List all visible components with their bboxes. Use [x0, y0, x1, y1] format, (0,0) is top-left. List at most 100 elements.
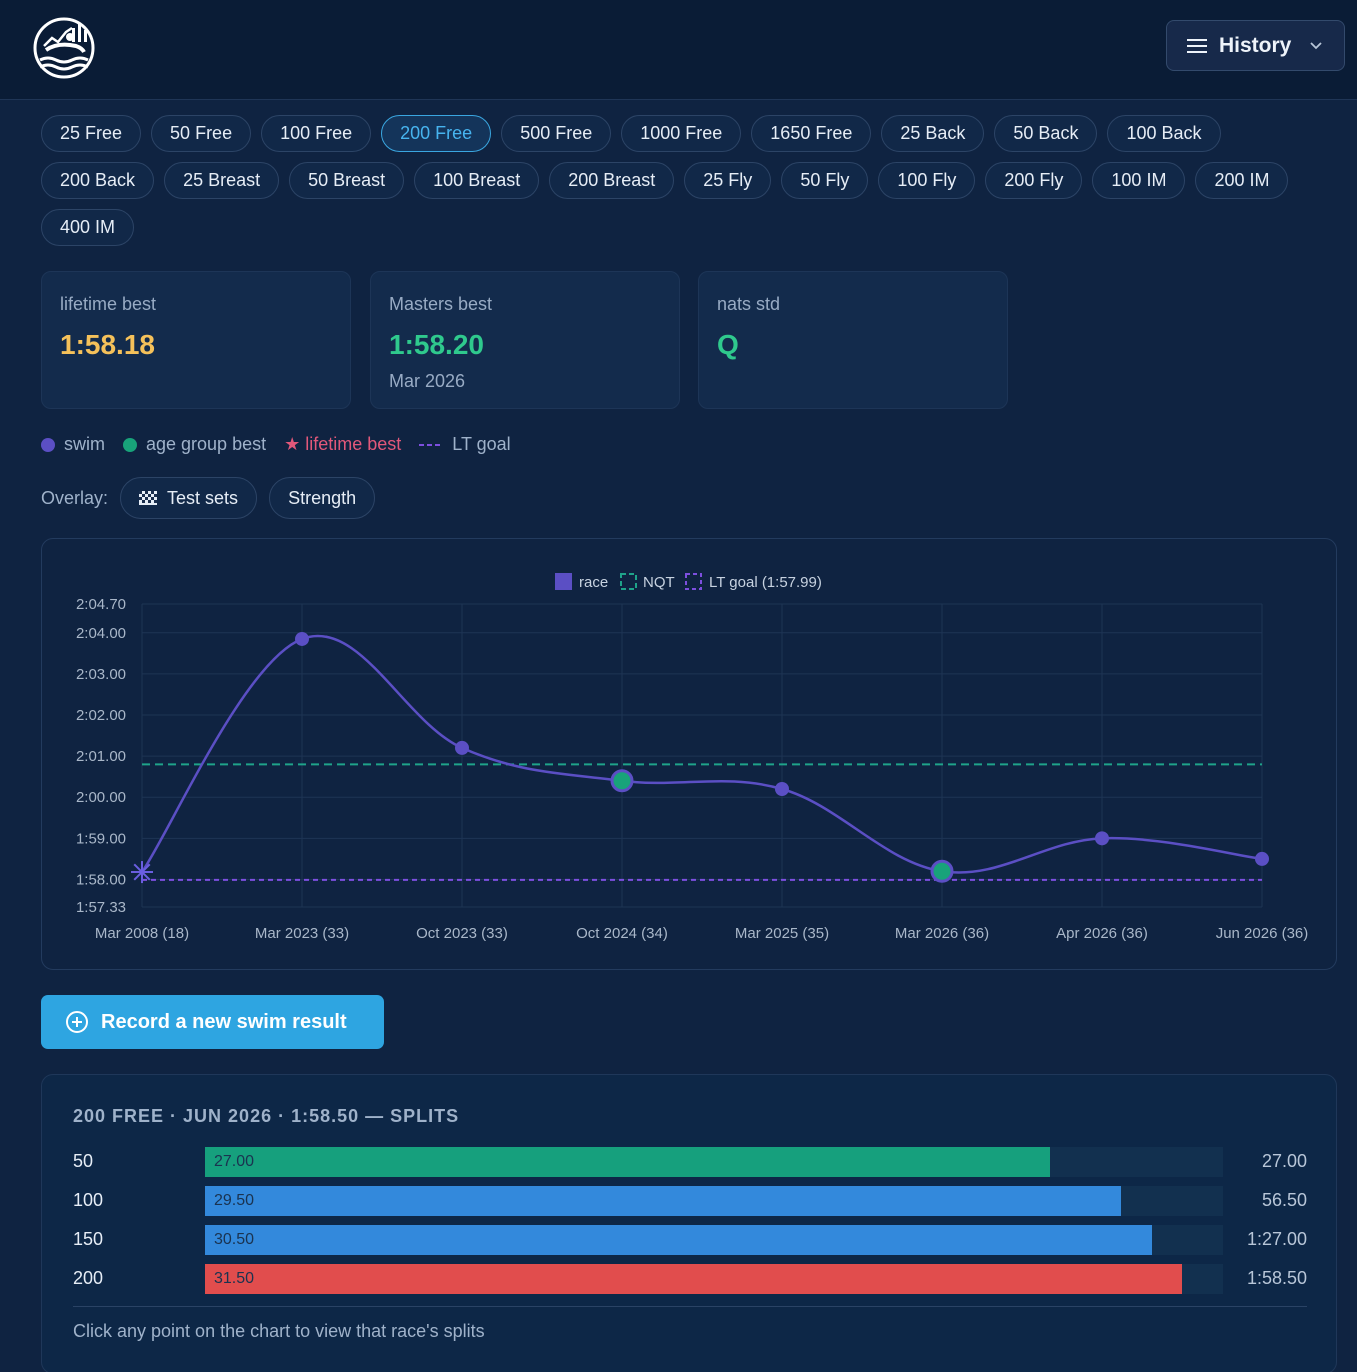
- times-line-chart[interactable]: 2:04.70 2:04.00 2:03.00 2:02.00 2:01.00 2:00.…: [42, 539, 1336, 969]
- event-chip-200-im[interactable]: 200 IM: [1195, 162, 1289, 199]
- event-chip-1650-free[interactable]: 1650 Free: [751, 115, 872, 152]
- split-bar-track: 31.50: [205, 1264, 1223, 1294]
- event-chip-100-fly[interactable]: 100 Fly: [878, 162, 976, 199]
- split-lap-time: 31.50: [214, 1270, 255, 1287]
- times-chart-card: 2:04.70 2:04.00 2:03.00 2:02.00 2:01.00 2:00.…: [41, 538, 1337, 970]
- split-row: 150 30.50 1:27.00: [73, 1225, 1307, 1255]
- event-chip-500-free[interactable]: 500 Free: [501, 115, 612, 152]
- event-chip-50-free[interactable]: 50 Free: [151, 115, 252, 152]
- overlay-row: Overlay: Test sets Strength: [41, 477, 376, 519]
- event-chip-50-fly[interactable]: 50 Fly: [781, 162, 869, 199]
- lifetime-best-star-mark: [133, 863, 151, 881]
- event-chip-200-fly[interactable]: 200 Fly: [985, 162, 1083, 199]
- nats-std-card: nats std Q: [698, 271, 1008, 409]
- race-series-line: [140, 634, 1263, 874]
- strength-toggle[interactable]: Strength: [269, 477, 376, 519]
- chevron-down-icon: [1310, 41, 1322, 49]
- event-chip-25-free[interactable]: 25 Free: [41, 115, 142, 152]
- top-bar: History: [0, 0, 1357, 100]
- legend-swim: swim: [41, 434, 105, 455]
- x-tick-label: Mar 2026 (36): [895, 925, 989, 942]
- plus-circle-icon: [66, 1011, 88, 1033]
- legend-age-group-label: age group best: [146, 434, 267, 454]
- race-point: [775, 782, 789, 797]
- split-cumulative-time: 56.50: [1261, 1190, 1307, 1210]
- event-chip-100-breast[interactable]: 100 Breast: [414, 162, 540, 199]
- lifetime-best-label: lifetime best: [60, 294, 157, 314]
- splits-panel: 200 FREE · JUN 2026 · 1:58.50 — SPLITS 5…: [41, 1074, 1337, 1372]
- strength-label: Strength: [288, 487, 357, 508]
- nats-std-value: Q: [717, 329, 739, 360]
- event-chip-400-im[interactable]: 400 IM: [41, 209, 135, 246]
- splits-title: 200 FREE · JUN 2026 · 1:58.50 — SPLITS: [73, 1106, 460, 1126]
- history-label: History: [1219, 33, 1292, 57]
- split-row: 200 31.50 1:58.50: [73, 1264, 1307, 1294]
- splits-hint: Click any point on the chart to view tha…: [73, 1321, 485, 1341]
- split-distance: 50: [73, 1151, 94, 1171]
- hamburger-icon: [1187, 38, 1207, 53]
- age-group-dot-icon: [123, 437, 137, 452]
- event-chips: 25 Free 50 Free 100 Free 200 Free 500 Free 10…: [41, 115, 1331, 246]
- split-distance: 100: [73, 1190, 104, 1210]
- event-chip-100-im[interactable]: 100 IM: [1092, 162, 1186, 199]
- swim-dot-icon: [41, 437, 55, 452]
- legend-lifetime-label: ★ lifetime best: [284, 434, 402, 454]
- masters-best-value: 1:58.20: [389, 329, 484, 360]
- y-tick-label: 1:57.33: [76, 899, 126, 916]
- split-bar-fill: [205, 1264, 1183, 1294]
- age-group-best-point: [610, 769, 634, 793]
- y-tick-label: 1:59.00: [76, 830, 126, 847]
- history-menu-button[interactable]: History: [1166, 20, 1345, 71]
- legend-race-label: race: [579, 574, 608, 591]
- masters-best-card: Masters best 1:58.20 Mar 2026: [370, 271, 680, 409]
- y-tick-label: 2:04.00: [76, 625, 126, 642]
- swimmer-logo-icon[interactable]: [32, 16, 96, 80]
- divider: [73, 1306, 1307, 1307]
- split-bar-track: 30.50: [205, 1225, 1223, 1255]
- event-chip-25-fly[interactable]: 25 Fly: [684, 162, 772, 199]
- split-cumulative-time: 27.00: [1261, 1151, 1307, 1171]
- y-tick-label: 2:04.70: [76, 596, 126, 613]
- event-chip-50-back[interactable]: 50 Back: [994, 115, 1098, 152]
- test-sets-toggle[interactable]: Test sets: [120, 477, 258, 519]
- legend-race-swatch: [555, 573, 572, 590]
- y-tick-label: 2:01.00: [76, 748, 126, 765]
- overlay-label: Overlay:: [41, 487, 109, 508]
- split-lap-time: 27.00: [214, 1153, 255, 1170]
- split-bar-track: 29.50: [205, 1186, 1223, 1216]
- y-tick-label: 2:02.00: [76, 707, 126, 724]
- lifetime-best-card: lifetime best 1:58.18: [41, 271, 351, 409]
- event-chip-25-breast[interactable]: 25 Breast: [164, 162, 280, 199]
- legend-swim-label: swim: [64, 434, 105, 454]
- race-point: [295, 631, 309, 646]
- record-swim-button[interactable]: Record a new swim result: [41, 995, 384, 1049]
- split-row: 50 27.00 27.00: [73, 1147, 1307, 1177]
- event-chip-1000-free[interactable]: 1000 Free: [621, 115, 742, 152]
- x-tick-label: Apr 2026 (36): [1056, 925, 1148, 942]
- split-bar-track: 27.00: [205, 1147, 1223, 1177]
- event-chip-50-breast[interactable]: 50 Breast: [289, 162, 405, 199]
- x-tick-label: Mar 2025 (35): [735, 925, 829, 942]
- split-row: 100 29.50 56.50: [73, 1186, 1307, 1216]
- event-chip-25-back[interactable]: 25 Back: [881, 115, 985, 152]
- y-tick-label: 2:03.00: [76, 666, 126, 683]
- split-lap-time: 29.50: [214, 1192, 255, 1209]
- event-chip-100-free[interactable]: 100 Free: [261, 115, 372, 152]
- split-bar-fill: [205, 1225, 1152, 1255]
- lifetime-best-value: 1:58.18: [60, 329, 155, 360]
- split-lap-time: 30.50: [214, 1231, 255, 1248]
- x-tick-label: Mar 2008 (18): [95, 925, 189, 942]
- nats-std-label: nats std: [717, 294, 781, 314]
- x-tick-label: Oct 2024 (34): [576, 925, 668, 942]
- split-distance: 200: [73, 1268, 104, 1288]
- race-point: [1095, 831, 1109, 846]
- event-chip-200-breast[interactable]: 200 Breast: [549, 162, 675, 199]
- split-distance: 150: [73, 1229, 104, 1249]
- event-chip-200-free[interactable]: 200 Free: [381, 115, 492, 152]
- test-sets-label: Test sets: [167, 487, 239, 508]
- event-chip-100-back[interactable]: 100 Back: [1107, 115, 1221, 152]
- race-point: [1255, 851, 1269, 866]
- legend-lt-goal-label: LT goal (1:57.99): [709, 574, 822, 591]
- legend-lt-goal-label: LT goal: [452, 434, 511, 454]
- event-chip-200-back[interactable]: 200 Back: [41, 162, 155, 199]
